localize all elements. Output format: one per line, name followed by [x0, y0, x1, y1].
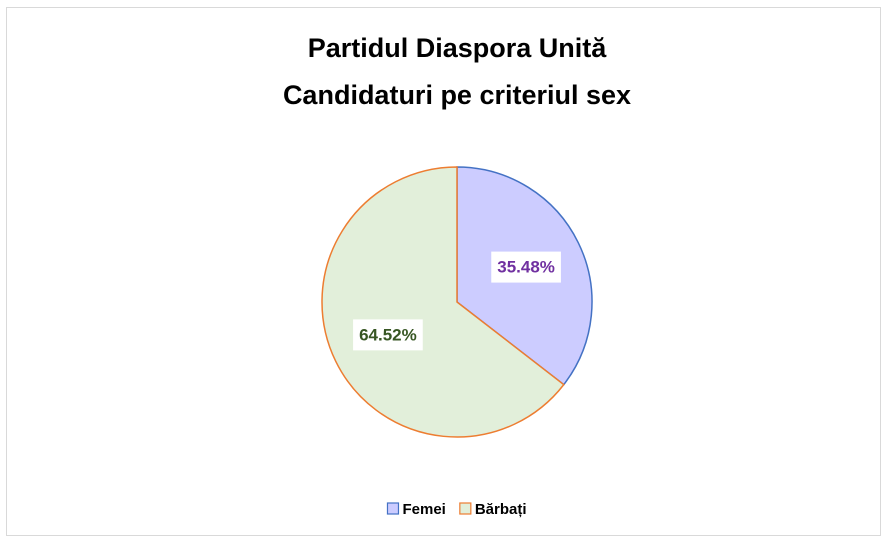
legend-swatch: [386, 502, 400, 515]
data-label-bg: [491, 251, 561, 283]
legend: Femei Bărbați: [386, 501, 527, 518]
legend-label: Bărbați: [475, 501, 527, 518]
chart-subtitle: Candidaturi pe criteriul sex: [283, 80, 631, 110]
legend-label: Femei: [402, 501, 445, 518]
pie-slice: [321, 166, 565, 438]
data-label-group: 64.52%: [353, 319, 423, 351]
data-label: 64.52%: [359, 325, 417, 344]
data-label-bg: [353, 319, 423, 351]
legend-swatch: [459, 502, 472, 515]
data-label: 35.48%: [497, 258, 555, 277]
chart-title: Partidul Diaspora Unită: [308, 33, 608, 63]
data-label-group: 35.48%: [491, 251, 561, 283]
